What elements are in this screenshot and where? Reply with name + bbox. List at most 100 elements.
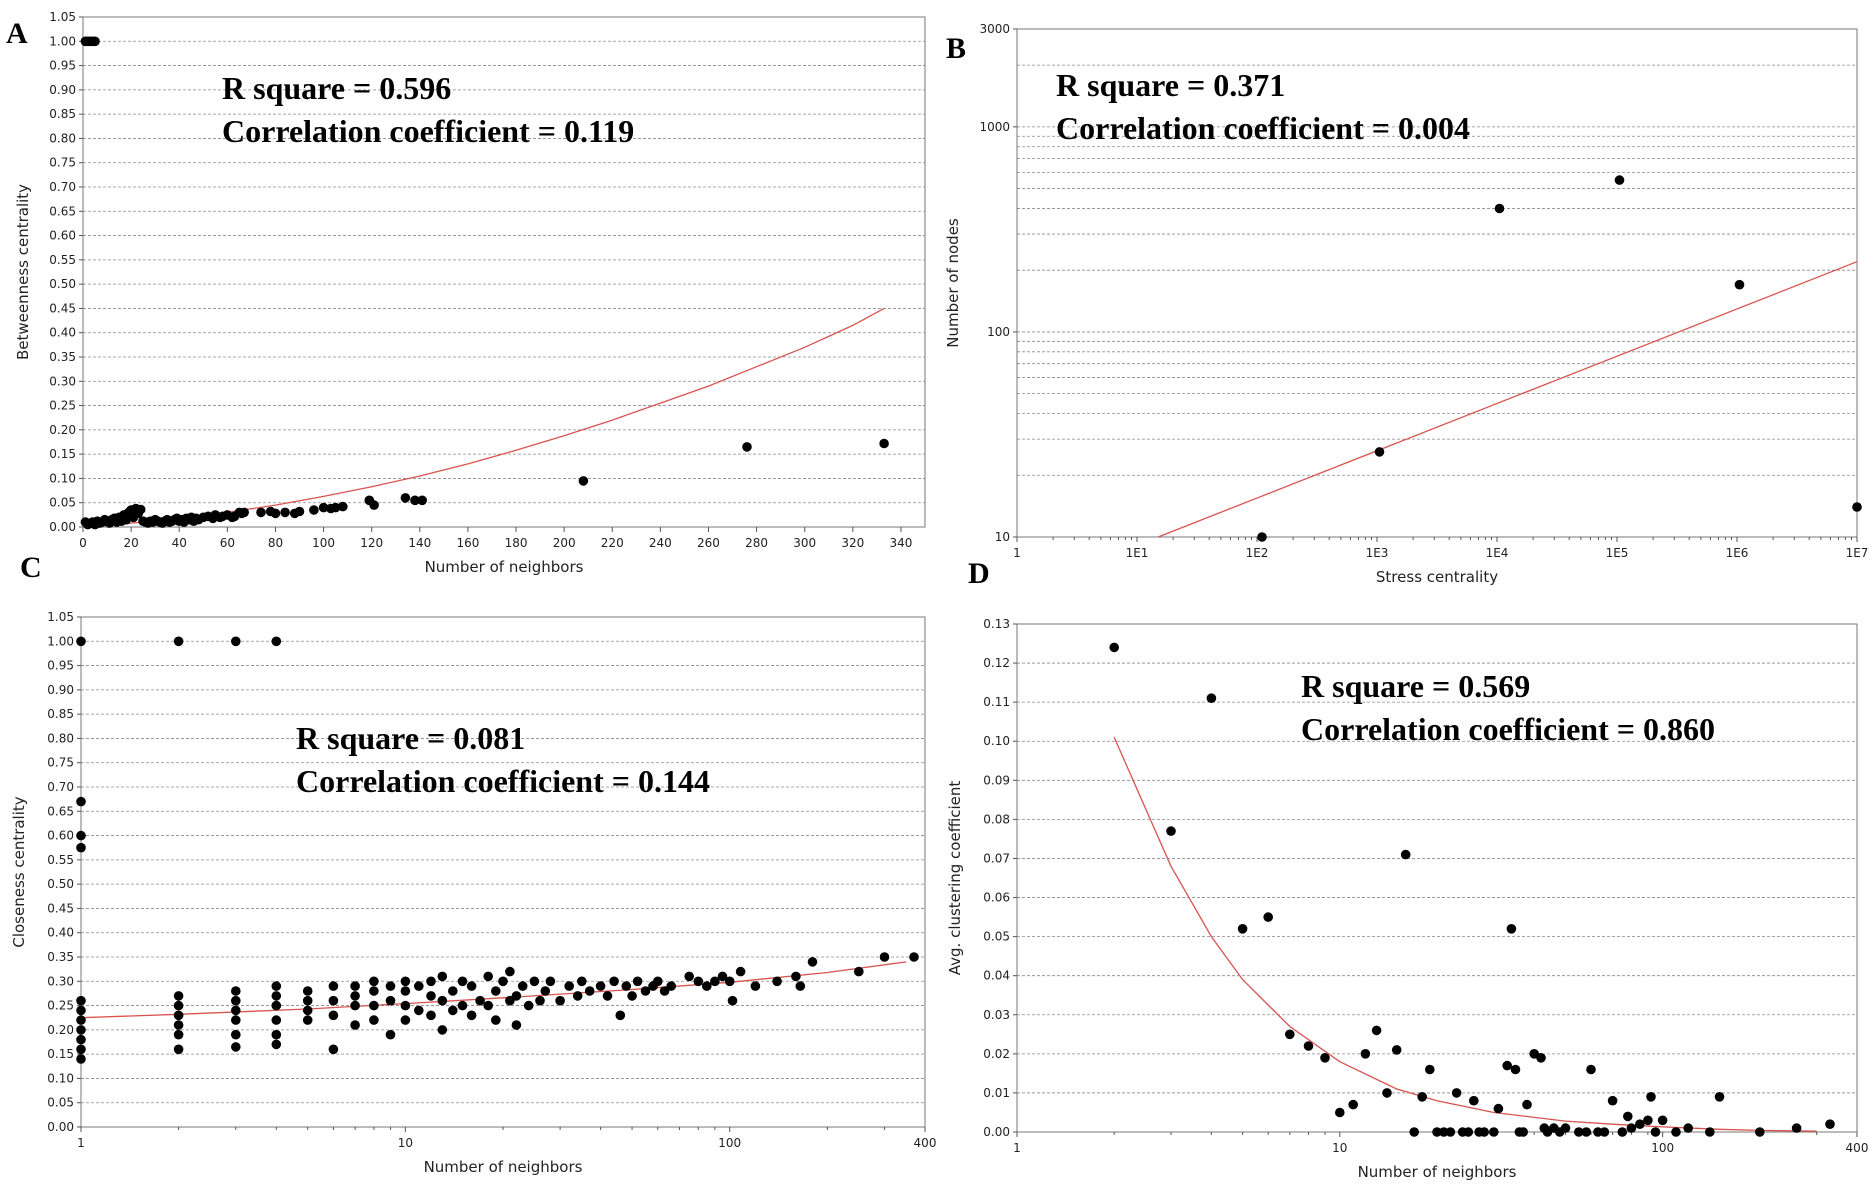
fitted-line — [1157, 261, 1858, 538]
data-point — [517, 981, 528, 991]
x-axis-label: Stress centrality — [1376, 568, 1498, 586]
data-point — [231, 995, 241, 1006]
data-point — [173, 1010, 184, 1021]
panel-a: 0.00 0.05 0.10 0.15 0.20 0.25 0.30 0.35 0.40 0.45… — [6, 10, 926, 576]
data-point — [1391, 1045, 1402, 1055]
data-point — [1206, 693, 1217, 703]
y-axis: 10 100 1000 3000 — [979, 22, 1017, 544]
x-tick-label: 400 — [1846, 1141, 1869, 1155]
y-tick-label: 0.04 — [983, 969, 1010, 983]
y-tick-label: 0.90 — [47, 683, 74, 697]
data-point — [338, 501, 348, 512]
y-axis-label: Avg. clustering coefficient — [946, 781, 964, 976]
data-point — [271, 1029, 282, 1040]
data-points — [76, 636, 919, 1064]
data-point — [1400, 849, 1411, 860]
data-points — [1109, 642, 1835, 1137]
data-point — [256, 507, 266, 518]
data-point — [879, 952, 890, 962]
x-tick-label: 100 — [718, 1136, 741, 1150]
data-point — [231, 1005, 241, 1016]
data-point — [309, 505, 319, 515]
data-point — [1257, 532, 1267, 542]
y-tick-label: 0.10 — [49, 471, 76, 485]
data-point — [491, 1015, 501, 1025]
data-point — [854, 966, 864, 977]
x-tick-label: 1 — [1013, 546, 1021, 560]
data-point — [1506, 924, 1517, 934]
x-tick-label: 100 — [312, 536, 335, 550]
data-point — [1626, 1123, 1637, 1133]
y-tick-label: 0.45 — [49, 301, 76, 315]
data-point — [271, 1015, 282, 1025]
data-point — [231, 1015, 241, 1025]
y-tick-label: 0.95 — [47, 659, 74, 673]
data-point — [369, 986, 379, 996]
y-tick-label: 0.70 — [47, 780, 74, 794]
data-point — [483, 1000, 494, 1011]
y-tick-label: 0.08 — [983, 812, 1010, 826]
x-tick-label: 220 — [601, 536, 624, 550]
data-point — [529, 976, 540, 987]
y-tick-label: 1000 — [979, 120, 1010, 134]
y-tick-label: 0.45 — [47, 901, 74, 915]
x-axis-label: Number of neighbors — [424, 1158, 583, 1176]
x-tick-label: 260 — [697, 536, 720, 550]
fitted-curve — [1113, 737, 1817, 1132]
data-point — [76, 1025, 86, 1035]
data-point — [426, 991, 436, 1001]
data-point — [231, 986, 241, 996]
data-point — [523, 1000, 534, 1011]
data-point — [666, 981, 676, 991]
data-point — [1791, 1123, 1802, 1133]
data-point — [135, 504, 146, 515]
x-tick-label: 1E2 — [1246, 546, 1269, 560]
data-point — [1581, 1127, 1592, 1137]
data-point — [491, 986, 501, 996]
y-tick-label: 0.80 — [47, 731, 74, 745]
correlation-annotation: Correlation coefficient = 0.004 — [1056, 110, 1470, 146]
data-point — [271, 1039, 282, 1050]
data-point — [328, 995, 339, 1006]
data-point — [410, 495, 420, 506]
data-point — [1494, 203, 1505, 214]
data-point — [1607, 1095, 1618, 1106]
data-point — [1643, 1115, 1653, 1126]
panel-d: 0.00 0.01 0.02 0.03 0.04 0.05 0.06 0.07 0.08 0.09… — [946, 557, 1868, 1181]
x-axis-label: Number of neighbors — [1358, 1163, 1517, 1181]
data-point — [632, 976, 643, 987]
data-point — [807, 957, 818, 967]
data-point — [1683, 1123, 1693, 1133]
y-tick-label: 0.25 — [49, 399, 76, 413]
y-tick-label: 0.20 — [47, 1023, 74, 1037]
y-tick-label: 1.00 — [47, 634, 74, 648]
y-axis: 0.00 0.05 0.10 0.15 0.20 0.25 0.30 0.35 0.40 0.45… — [49, 10, 83, 534]
data-point — [1714, 1092, 1725, 1102]
x-tick-label: 1E4 — [1486, 546, 1509, 560]
r-square-annotation: R square = 0.081 — [296, 720, 525, 756]
data-point — [621, 981, 632, 991]
data-point — [545, 976, 556, 987]
y-tick-label: 0.02 — [983, 1047, 1010, 1061]
data-point — [742, 442, 752, 452]
x-tick-label: 60 — [220, 536, 235, 550]
data-point — [724, 976, 735, 987]
data-point — [535, 995, 545, 1006]
data-point — [414, 1005, 424, 1016]
data-point — [76, 636, 86, 647]
data-point — [1489, 1127, 1499, 1137]
data-point — [173, 1044, 184, 1055]
y-tick-label: 0.35 — [49, 350, 76, 364]
data-point — [350, 991, 360, 1001]
y-axis-label: Closeness centrality — [10, 796, 28, 947]
data-point — [330, 502, 341, 513]
data-point — [1518, 1127, 1528, 1137]
y-tick-label: 0.01 — [983, 1086, 1010, 1100]
x-tick-label: 200 — [553, 536, 576, 550]
data-point — [505, 966, 515, 977]
y-tick-label: 0.70 — [49, 180, 76, 194]
data-point — [1522, 1099, 1532, 1110]
data-point — [457, 976, 468, 987]
data-point — [350, 1020, 360, 1030]
x-tick-label: 120 — [360, 536, 383, 550]
